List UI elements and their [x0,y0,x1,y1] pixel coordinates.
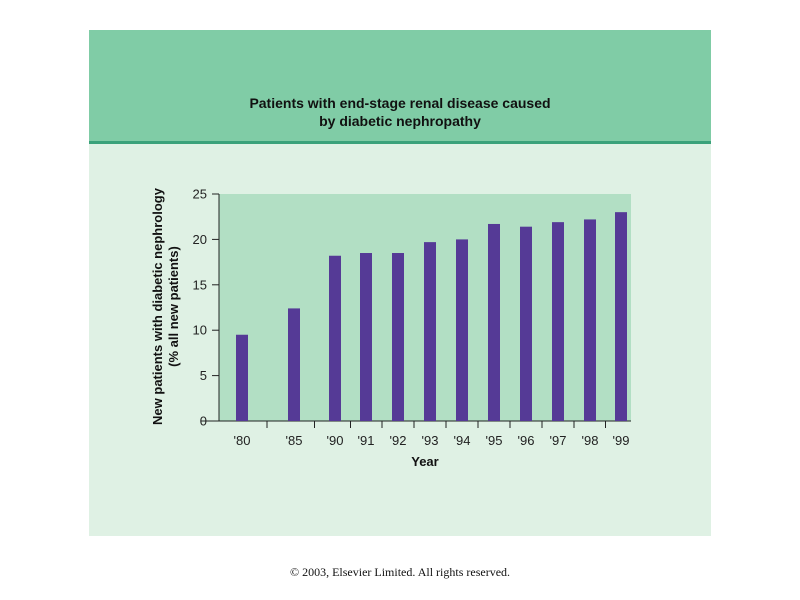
x-tick-label: '94 [454,433,471,448]
x-tick-label: '93 [422,433,439,448]
bar [584,219,596,421]
y-tick-label: 5 [200,368,207,383]
bar [392,253,404,421]
bars [236,212,627,421]
bar [615,212,627,421]
bar [329,255,341,421]
y-tick-label: 10 [193,323,207,338]
x-axis-label: Year [411,454,438,469]
bar [236,334,248,421]
chart-title-line-1: Patients with end-stage renal disease ca… [249,95,551,111]
copyright-footer: © 2003, Elsevier Limited. All rights res… [289,565,511,579]
x-tick-label: '98 [582,433,599,448]
figure-panel: Patients with end-stage renal disease ca… [89,30,711,536]
x-tick-label: '90 [327,433,344,448]
x-tick-label: '91 [358,433,375,448]
x-tick-label: '96 [518,433,535,448]
bar [360,253,372,421]
y-tick-label: 15 [193,277,207,292]
bar [552,222,564,421]
chart-title-line-2: by diabetic nephropathy [319,113,481,129]
chart-title: Patients with end-stage renal disease ca… [89,94,711,130]
y-axis-label-line-1: New patients with diabetic nephrology [150,187,165,425]
x-tick-label: '97 [550,433,567,448]
bar [288,308,300,421]
x-tick-label: '99 [613,433,630,448]
bar [456,239,468,421]
x-tick-label: '80 [234,433,251,448]
bar [488,223,500,421]
chart-header: Patients with end-stage renal disease ca… [89,30,711,144]
x-tick-label: '92 [390,433,407,448]
x-tick-label: '85 [286,433,303,448]
y-axis-label-line-2: (% all new patients) [166,246,181,367]
bar [424,242,436,421]
bar [520,226,532,421]
y-tick-label: 25 [193,187,207,202]
x-axis: '80 '85 '90 '91 '92 '93 '94 '95 '96 '97 '98 '99 [201,420,631,448]
x-tick-label: '95 [486,433,503,448]
y-tick-label: 20 [193,232,207,247]
